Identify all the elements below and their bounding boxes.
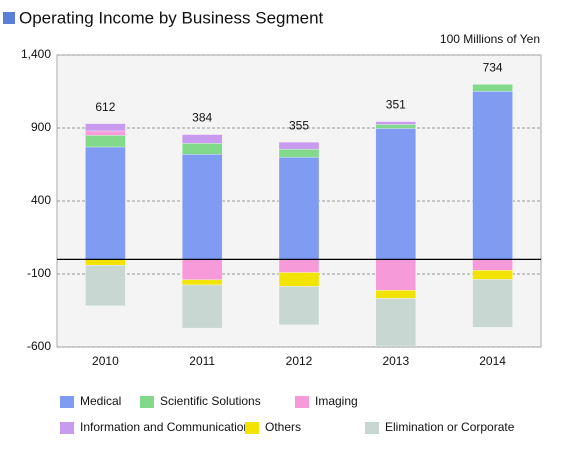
total-label: 612	[95, 100, 115, 114]
bar-segment	[181, 279, 223, 286]
bar-segment	[472, 279, 513, 328]
legend-label: Others	[265, 420, 301, 434]
bar-segment	[375, 128, 417, 260]
bar-segment	[472, 91, 513, 260]
bar-segment	[472, 259, 513, 271]
bar-segment	[278, 259, 320, 273]
bar-segment	[375, 121, 417, 125]
bar-segment	[85, 264, 126, 307]
bar-segment	[181, 154, 223, 260]
y-tick-label: -600	[27, 339, 51, 353]
chart-title: Operating Income by Business Segment	[19, 8, 324, 27]
bar-segment	[85, 259, 126, 266]
total-label: 734	[483, 61, 503, 75]
bar-segment	[85, 123, 126, 132]
total-label: 355	[289, 118, 309, 132]
legend-label: Elimination or Corporate	[385, 420, 515, 434]
legend-swatch	[60, 422, 74, 434]
legend-swatch	[365, 422, 379, 434]
bar-segment	[278, 286, 320, 326]
legend-label: Imaging	[315, 394, 358, 408]
bar-segment	[375, 290, 417, 299]
total-label: 384	[192, 111, 212, 125]
legend-swatch	[140, 396, 154, 408]
bar-segment	[375, 259, 417, 291]
bar-segment	[181, 134, 223, 144]
unit-label: 100 Millions of Yen	[440, 32, 540, 46]
y-tick-label: 900	[31, 120, 51, 134]
x-tick-label: 2012	[286, 354, 313, 368]
legend-label: Information and Communication	[80, 420, 250, 434]
y-tick-label: -100	[27, 266, 51, 280]
bar-segment	[278, 148, 320, 158]
x-tick-label: 2011	[189, 354, 215, 368]
y-tick-label: 400	[31, 193, 51, 207]
bar-segment	[181, 259, 223, 281]
bar-segment	[278, 156, 320, 260]
bar-segment	[278, 272, 320, 287]
title-icon	[3, 12, 15, 24]
x-tick-label: 2013	[382, 354, 409, 368]
x-tick-label: 2014	[479, 354, 506, 368]
legend-swatch	[245, 422, 259, 434]
bar-segment	[278, 141, 320, 150]
legend-swatch	[60, 396, 74, 408]
total-label: 351	[386, 98, 406, 112]
bar-segment	[181, 284, 223, 329]
bar-segment	[472, 270, 513, 280]
bar-segment	[85, 130, 126, 136]
legend-swatch	[295, 396, 309, 408]
bar-segment	[472, 84, 513, 92]
bar-segment	[181, 143, 223, 155]
x-tick-label: 2010	[92, 354, 119, 368]
bar-segment	[375, 298, 417, 347]
y-tick-label: 1,400	[21, 47, 51, 61]
legend-label: Medical	[80, 394, 121, 408]
bar-segment	[85, 135, 126, 148]
bar-segment	[375, 124, 417, 129]
bar-segment	[85, 146, 126, 260]
legend-label: Scientific Solutions	[160, 394, 261, 408]
